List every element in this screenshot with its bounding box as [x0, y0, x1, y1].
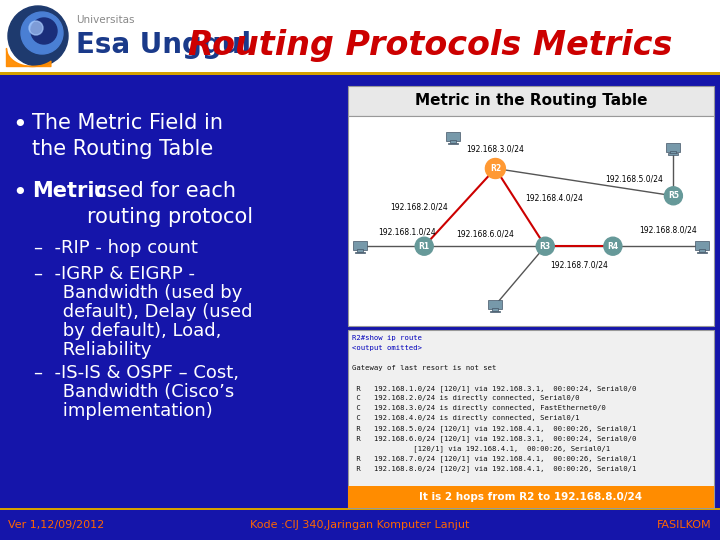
Text: –  -IGRP & EIGRP -: – -IGRP & EIGRP -	[34, 265, 195, 283]
Bar	[0, 0, 720, 72]
Text: R2: R2	[490, 164, 501, 173]
Bar	[348, 486, 714, 508]
Circle shape	[536, 237, 554, 255]
Text: –  -RIP - hop count: – -RIP - hop count	[34, 239, 198, 257]
Text: Esa Unggul: Esa Unggul	[76, 31, 251, 59]
Text: by default), Load,: by default), Load,	[34, 322, 221, 340]
Text: default), Delay (used: default), Delay (used	[34, 303, 253, 321]
Text: FASILKOM: FASILKOM	[657, 520, 712, 530]
Text: [120/1] via 192.168.4.1,  00:00:26, Serial0/1: [120/1] via 192.168.4.1, 00:00:26, Seria…	[352, 445, 610, 452]
Text: <output omitted>: <output omitted>	[352, 345, 422, 351]
Bar	[668, 153, 678, 154]
Text: R   192.168.6.0/24 [120/1] via 192.168.3.1,  00:00:24, Serial0/0: R 192.168.6.0/24 [120/1] via 192.168.3.1…	[352, 435, 636, 442]
Bar	[357, 249, 363, 252]
Circle shape	[415, 237, 433, 255]
Text: R   192.168.1.0/24 [120/1] via 192.168.3.1,  00:00:24, Serial0/0: R 192.168.1.0/24 [120/1] via 192.168.3.1…	[352, 385, 636, 392]
Bar	[348, 330, 714, 508]
Text: Gateway of last resort is not set: Gateway of last resort is not set	[352, 365, 496, 371]
Text: C   192.168.2.0/24 is directly connected, Serial0/0: C 192.168.2.0/24 is directly connected, …	[352, 395, 580, 401]
Text: The Metric Field in
the Routing Table: The Metric Field in the Routing Table	[32, 113, 223, 159]
Text: Metric: Metric	[32, 181, 107, 201]
Circle shape	[29, 21, 43, 35]
Bar	[348, 86, 714, 116]
Text: 192.168.1.0/24: 192.168.1.0/24	[378, 227, 436, 236]
Text: R3: R3	[540, 242, 551, 251]
Text: 192.168.7.0/24: 192.168.7.0/24	[550, 260, 608, 269]
Bar	[488, 300, 503, 309]
Text: Bandwidth (Cisco’s: Bandwidth (Cisco’s	[34, 383, 234, 401]
Bar	[448, 143, 458, 144]
Text: Bandwidth (used by: Bandwidth (used by	[34, 284, 243, 302]
Text: C   192.168.4.0/24 is directly connected, Serial0/1: C 192.168.4.0/24 is directly connected, …	[352, 415, 580, 421]
Bar	[348, 116, 714, 326]
Text: Kode :CIJ 340,Jaringan Komputer Lanjut: Kode :CIJ 340,Jaringan Komputer Lanjut	[251, 520, 469, 530]
Bar	[490, 310, 500, 312]
Bar	[0, 508, 720, 510]
Circle shape	[21, 12, 63, 54]
Bar	[699, 249, 705, 252]
Bar	[450, 140, 456, 143]
Text: Ver 1,12/09/2012: Ver 1,12/09/2012	[8, 520, 104, 530]
Text: 192.168.5.0/24: 192.168.5.0/24	[606, 175, 663, 184]
Text: 192.168.6.0/24: 192.168.6.0/24	[456, 229, 513, 238]
Circle shape	[665, 187, 683, 205]
Text: 192.168.8.0/24: 192.168.8.0/24	[639, 225, 697, 234]
Bar	[695, 241, 709, 250]
Bar	[697, 252, 707, 253]
Text: Metric in the Routing Table: Metric in the Routing Table	[415, 93, 647, 109]
Text: •: •	[12, 181, 27, 205]
Text: R2#show ip route: R2#show ip route	[352, 335, 422, 341]
Text: R   192.168.8.0/24 [120/2] via 192.168.4.1,  00:00:26, Serial0/1: R 192.168.8.0/24 [120/2] via 192.168.4.1…	[352, 465, 636, 472]
Text: R   192.168.5.0/24 [120/1] via 192.168.4.1,  00:00:26, Serial0/1: R 192.168.5.0/24 [120/1] via 192.168.4.1…	[352, 425, 636, 432]
Circle shape	[485, 159, 505, 179]
Text: implementation): implementation)	[34, 402, 212, 420]
Text: 192.168.3.0/24: 192.168.3.0/24	[467, 145, 524, 153]
Circle shape	[604, 237, 622, 255]
Bar	[492, 308, 498, 311]
Text: Reliability: Reliability	[34, 341, 151, 359]
Bar	[0, 75, 720, 510]
Text: R5: R5	[668, 191, 679, 200]
Circle shape	[31, 18, 57, 44]
Text: C   192.168.3.0/24 is directly connected, FastEthernet0/0: C 192.168.3.0/24 is directly connected, …	[352, 405, 606, 411]
Text: 192.168.4.0/24: 192.168.4.0/24	[526, 193, 583, 202]
Bar	[0, 510, 720, 540]
Text: R4: R4	[607, 242, 618, 251]
Text: Universitas: Universitas	[76, 15, 135, 25]
Text: •: •	[12, 113, 27, 137]
Text: –  -IS-IS & OSPF – Cost,: – -IS-IS & OSPF – Cost,	[34, 364, 239, 382]
Text: Routing Protocols Metrics: Routing Protocols Metrics	[188, 29, 672, 62]
Text: It is 2 hops from R2 to 192.168.8.0/24: It is 2 hops from R2 to 192.168.8.0/24	[420, 492, 642, 502]
Text: R   192.168.7.0/24 [120/1] via 192.168.4.1,  00:00:26, Serial0/1: R 192.168.7.0/24 [120/1] via 192.168.4.1…	[352, 455, 636, 462]
Bar	[667, 143, 680, 152]
Circle shape	[8, 6, 68, 66]
Text: 192.168.2.0/24: 192.168.2.0/24	[390, 203, 448, 212]
Bar	[670, 151, 676, 153]
Text: used for each
routing protocol: used for each routing protocol	[87, 181, 253, 227]
Bar	[446, 132, 459, 141]
Bar	[0, 72, 720, 75]
Bar	[355, 252, 365, 253]
Bar	[353, 241, 367, 250]
Text: R1: R1	[418, 242, 430, 251]
